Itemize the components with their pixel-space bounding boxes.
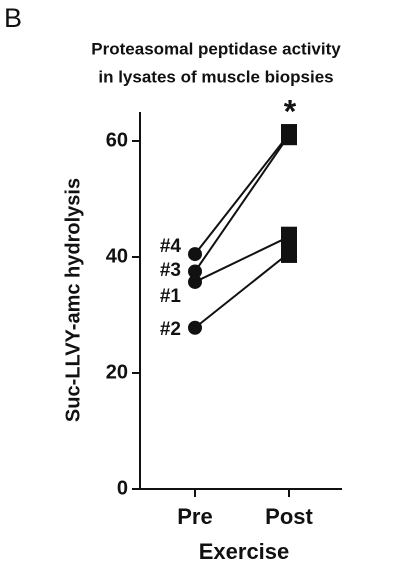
x-axis-label: Exercise bbox=[199, 539, 290, 564]
point bbox=[188, 274, 202, 289]
x-tick-label: Post bbox=[265, 504, 313, 529]
series-line bbox=[194, 134, 290, 273]
point bbox=[188, 247, 202, 262]
panel-label: B bbox=[4, 3, 22, 33]
series-line bbox=[194, 252, 290, 329]
x-tick-label: Pre bbox=[177, 504, 212, 529]
y-tick-label: 0 bbox=[117, 477, 128, 499]
y-tick-label: 40 bbox=[106, 245, 128, 267]
series-label: #1 bbox=[160, 286, 182, 307]
series-label: #2 bbox=[160, 319, 181, 340]
point bbox=[188, 264, 202, 279]
series-line bbox=[194, 133, 290, 255]
series-label: #4 bbox=[160, 236, 182, 257]
chart-title: Proteasomal peptidase activity bbox=[91, 39, 341, 58]
point bbox=[281, 242, 297, 263]
series-line bbox=[194, 235, 290, 283]
point bbox=[188, 320, 202, 335]
y-tick-label: 20 bbox=[106, 361, 128, 383]
series-label: #3 bbox=[160, 260, 181, 281]
annotation: * bbox=[284, 93, 297, 129]
point bbox=[281, 125, 297, 146]
chart-title: in lysates of muscle biopsies bbox=[98, 67, 333, 86]
y-tick-label: 60 bbox=[106, 129, 128, 151]
y-axis-label: Suc-LLVY-amc hydrolysis bbox=[62, 178, 84, 422]
point bbox=[281, 226, 297, 247]
